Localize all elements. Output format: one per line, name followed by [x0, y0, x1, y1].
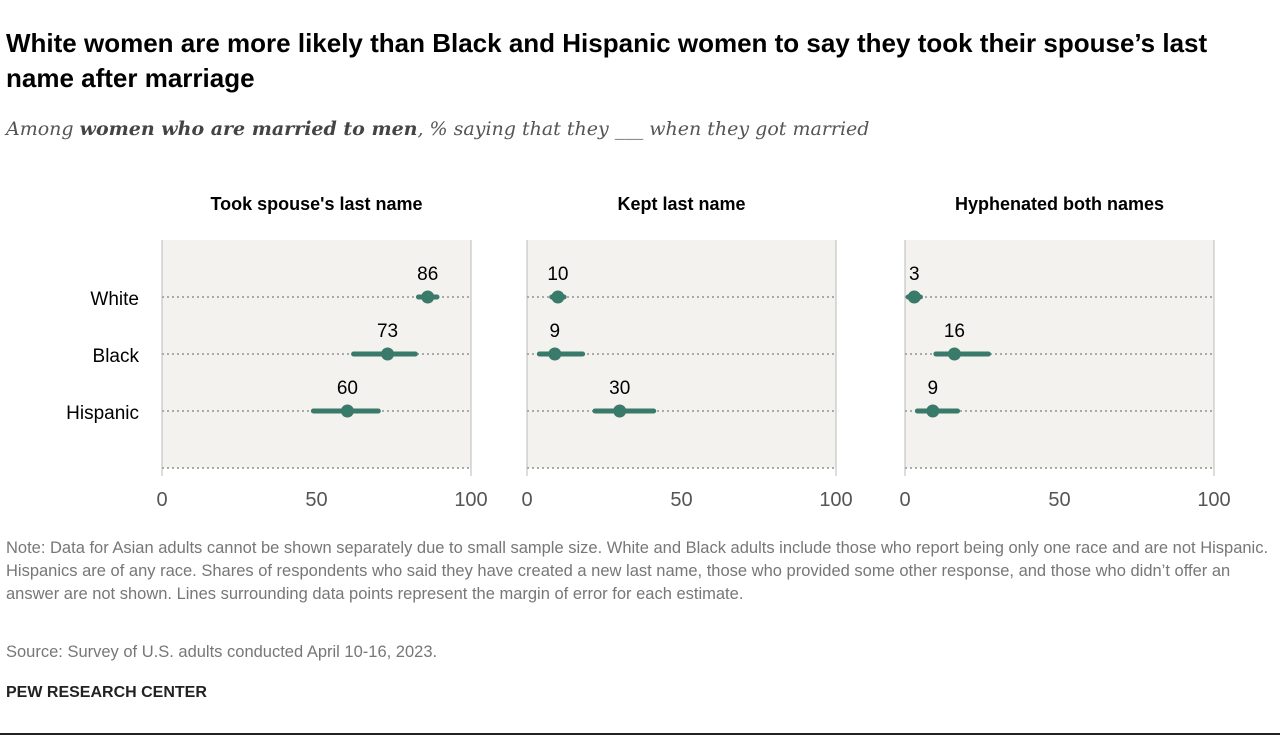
subtitle-post: , % saying that they ___ when they got m… — [417, 118, 870, 140]
data-point — [381, 347, 395, 361]
category-label: White — [90, 289, 139, 310]
x-tick-label: 50 — [670, 489, 692, 511]
chart-source: Source: Survey of U.S. adults conducted … — [6, 643, 438, 661]
data-point — [613, 404, 627, 418]
chart-subtitle: Among women who are married to men, % sa… — [6, 118, 869, 140]
brand-logo-text: PEW RESEARCH CENTER — [6, 684, 207, 701]
chart-note: Note: Data for Asian adults cannot be sh… — [6, 539, 1269, 603]
panel-title: Kept last name — [617, 194, 745, 214]
data-label: 9 — [928, 378, 939, 399]
data-point — [907, 290, 921, 304]
x-tick-label: 50 — [305, 489, 327, 511]
data-label: 60 — [337, 378, 358, 399]
x-tick-label: 100 — [454, 489, 487, 511]
bottom-rule — [0, 733, 1280, 735]
data-label: 16 — [944, 321, 965, 342]
panel-title: Hyphenated both names — [955, 194, 1164, 214]
data-point — [548, 347, 562, 361]
x-tick-label: 100 — [1197, 489, 1230, 511]
x-tick-label: 50 — [1048, 489, 1070, 511]
x-tick-label: 0 — [899, 489, 910, 511]
data-label: 10 — [547, 264, 568, 285]
panel-title: Took spouse's last name — [210, 194, 422, 214]
x-tick-label: 0 — [156, 489, 167, 511]
x-tick-label: 0 — [521, 489, 532, 511]
data-point — [551, 290, 565, 304]
data-label: 86 — [417, 264, 438, 285]
data-label: 3 — [909, 264, 920, 285]
data-point — [340, 404, 354, 418]
category-label: Black — [93, 346, 140, 367]
category-label: Hispanic — [66, 403, 139, 424]
chart-title: White women are more likely than Black a… — [6, 28, 1208, 93]
data-label: 30 — [609, 378, 630, 399]
data-point — [947, 347, 961, 361]
data-point — [926, 404, 940, 418]
data-point — [421, 290, 435, 304]
data-label: 9 — [550, 321, 561, 342]
data-label: 73 — [377, 321, 398, 342]
x-tick-label: 100 — [819, 489, 852, 511]
subtitle-bold: women who are married to men — [79, 118, 418, 140]
subtitle-pre: Among — [6, 118, 80, 140]
